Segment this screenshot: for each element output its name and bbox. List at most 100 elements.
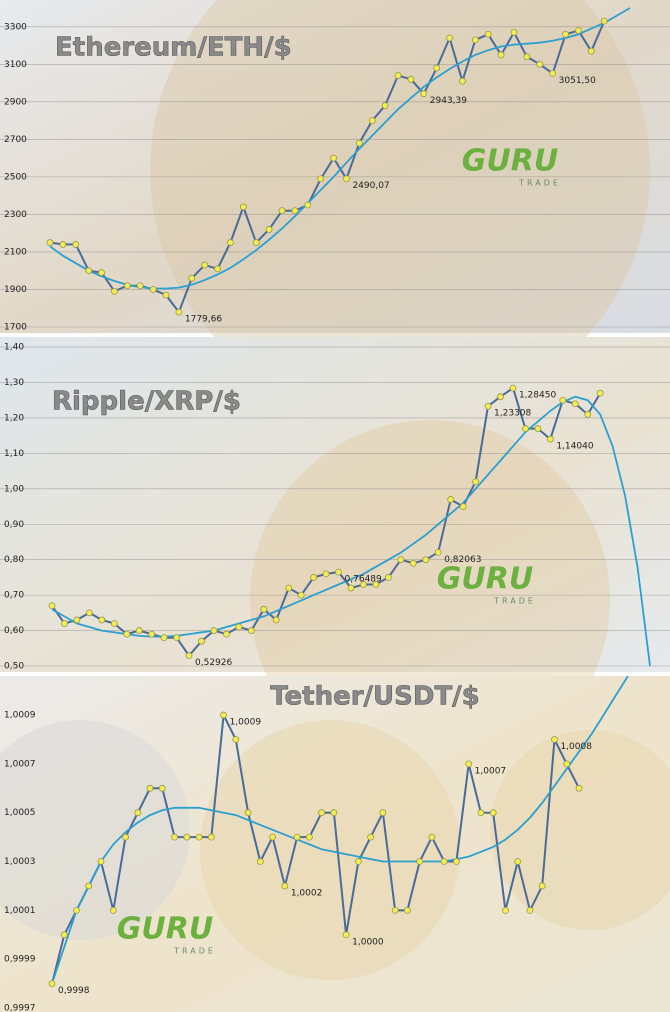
point-marker [434, 548, 442, 556]
point-marker [293, 833, 301, 841]
point-marker [285, 584, 293, 592]
value-label: 1779,66 [185, 315, 222, 325]
point-marker [85, 882, 93, 890]
point-marker [347, 584, 355, 592]
point-marker [195, 833, 203, 841]
y-tick-label: 0,70 [4, 591, 24, 601]
point-marker [600, 17, 608, 25]
point-marker [158, 784, 166, 792]
point-marker [534, 425, 542, 432]
point-marker [343, 175, 350, 183]
point-marker [220, 711, 227, 719]
y-tick-label: 0,80 [4, 555, 24, 565]
point-marker [183, 833, 191, 841]
y-tick-label: 1,0005 [4, 808, 36, 818]
point-marker [232, 736, 240, 743]
trend-line [51, 676, 629, 984]
y-tick-label: 1,30 [4, 378, 24, 388]
point-marker [471, 36, 479, 44]
point-marker [360, 581, 367, 588]
value-label: 0,82063 [444, 555, 481, 565]
point-marker [97, 858, 105, 865]
point-marker [173, 634, 180, 642]
point-marker [265, 226, 273, 233]
point-marker [247, 627, 255, 634]
point-marker [381, 102, 389, 109]
value-label: 1,14040 [556, 442, 593, 452]
point-marker [85, 267, 93, 275]
point-marker [472, 478, 479, 486]
point-marker [291, 207, 299, 215]
point-marker [256, 858, 264, 865]
point-marker [484, 30, 492, 38]
point-marker [317, 175, 325, 183]
point-marker [304, 201, 312, 209]
point-marker [497, 393, 504, 401]
point-marker [404, 906, 411, 914]
point-marker [409, 559, 417, 567]
point-marker [188, 274, 196, 282]
point-marker [497, 51, 505, 59]
point-marker [60, 931, 68, 939]
point-marker [269, 833, 276, 841]
y-tick-label: 0,50 [4, 662, 24, 672]
point-marker [355, 139, 363, 147]
point-marker [310, 574, 318, 581]
point-marker [428, 833, 436, 841]
point-marker [522, 425, 529, 432]
point-marker [391, 906, 399, 914]
y-tick-label: 1,0001 [4, 906, 36, 916]
point-marker [297, 591, 305, 599]
y-tick-label: 1900 [4, 285, 27, 295]
point-marker [502, 906, 509, 914]
point-marker [394, 72, 402, 79]
point-marker [210, 627, 218, 634]
y-tick-label: 0,9997 [4, 1004, 36, 1012]
watermark: GURU [117, 912, 213, 947]
y-tick-label: 1700 [4, 323, 27, 333]
plot [48, 676, 629, 987]
point-marker [281, 882, 289, 890]
point-marker [149, 286, 157, 293]
point-marker [85, 609, 93, 617]
point-marker [322, 570, 330, 578]
point-marker [260, 605, 268, 613]
y-tick-label: 0,60 [4, 626, 24, 636]
value-label: 1,0009 [230, 718, 262, 728]
point-marker [562, 30, 569, 38]
point-marker [477, 809, 485, 817]
y-tick-label: 1,0003 [4, 857, 36, 867]
point-marker [98, 616, 106, 624]
y-tick-label: 1,0009 [4, 711, 36, 721]
point-marker [134, 809, 142, 817]
point-marker [318, 809, 326, 817]
point-marker [446, 34, 453, 42]
point-marker [536, 60, 544, 68]
value-label: 3051,50 [559, 76, 596, 86]
point-marker [198, 637, 205, 645]
chart-title: Ethereum/ETH/$ [55, 33, 292, 63]
point-marker [514, 858, 522, 865]
point-marker [538, 882, 546, 890]
point-marker [368, 117, 376, 124]
point-marker [509, 384, 517, 392]
coin-image [0, 720, 190, 940]
value-label: 1,0002 [291, 888, 323, 898]
y-tick-label: 0,9999 [4, 955, 36, 965]
point-marker [244, 809, 252, 817]
value-label: 0,9998 [58, 986, 90, 996]
coin-image [200, 720, 460, 980]
point-marker [397, 556, 405, 564]
point-marker [459, 77, 466, 85]
value-label: 1,0000 [352, 937, 384, 947]
point-marker [575, 27, 582, 34]
point-marker [278, 207, 286, 215]
point-marker [596, 389, 604, 397]
value-label: 1,28450 [519, 391, 556, 401]
y-tick-label: 1,0007 [4, 759, 36, 769]
point-marker [61, 620, 68, 627]
chart-title: Tether/USDT/$ [270, 682, 480, 712]
point-marker [440, 858, 448, 865]
point-marker [136, 282, 144, 290]
